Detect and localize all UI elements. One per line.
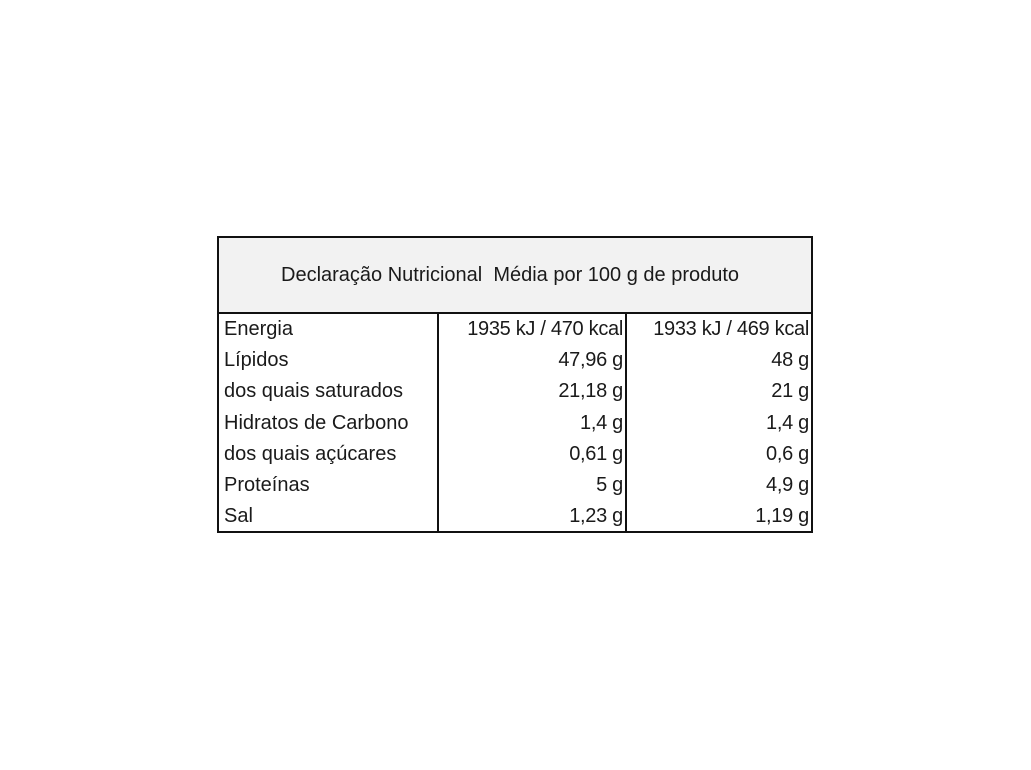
value-column-1: 1935 kJ / 470 kcal 47,96 g 21,18 g 1,4 g… bbox=[439, 314, 627, 533]
nutrient-label: Sal bbox=[224, 505, 253, 528]
nutrient-value: 1,19 g bbox=[755, 505, 809, 528]
nutrient-value: 21,18 g bbox=[558, 380, 623, 403]
nutrient-value: 0,6 g bbox=[766, 442, 809, 465]
nutrient-label-column: Energia Lípidos dos quais saturados Hidr… bbox=[219, 314, 439, 533]
nutrient-value: 47,96 g bbox=[558, 349, 623, 372]
nutrient-value: 5 g bbox=[596, 473, 623, 496]
nutrient-label: Lípidos bbox=[224, 349, 289, 372]
nutrient-label: dos quais saturados bbox=[224, 380, 404, 403]
nutrient-value: 0,61 g bbox=[569, 442, 623, 465]
table-title: Declaração Nutricional Média por 100 g d… bbox=[219, 238, 811, 314]
nutrition-table: Declaração Nutricional Média por 100 g d… bbox=[217, 236, 813, 533]
nutrient-value: 21 g bbox=[771, 380, 809, 403]
nutrient-value: 4,9 g bbox=[766, 473, 809, 496]
nutrient-value: 1935 kJ / 470 kcal bbox=[467, 318, 623, 340]
nutrient-value: 1933 kJ / 469 kcal bbox=[653, 318, 809, 340]
value-column-2: 1933 kJ / 469 kcal 48 g 21 g 1,4 g 0,6 g… bbox=[627, 314, 811, 533]
nutrient-label: Hidratos de Carbono bbox=[224, 411, 409, 434]
nutrient-value: 1,4 g bbox=[580, 411, 623, 434]
nutrient-value: 1,23 g bbox=[569, 505, 623, 528]
nutrient-value: 1,4 g bbox=[766, 411, 809, 434]
nutrient-label: Energia bbox=[224, 318, 293, 340]
table-title-text: Declaração Nutricional Média por 100 g d… bbox=[281, 263, 740, 286]
table-body: Energia Lípidos dos quais saturados Hidr… bbox=[219, 314, 811, 533]
nutrient-label: dos quais açúcares bbox=[224, 442, 397, 465]
nutrient-value: 48 g bbox=[771, 349, 809, 372]
nutrient-label: Proteínas bbox=[224, 473, 310, 496]
